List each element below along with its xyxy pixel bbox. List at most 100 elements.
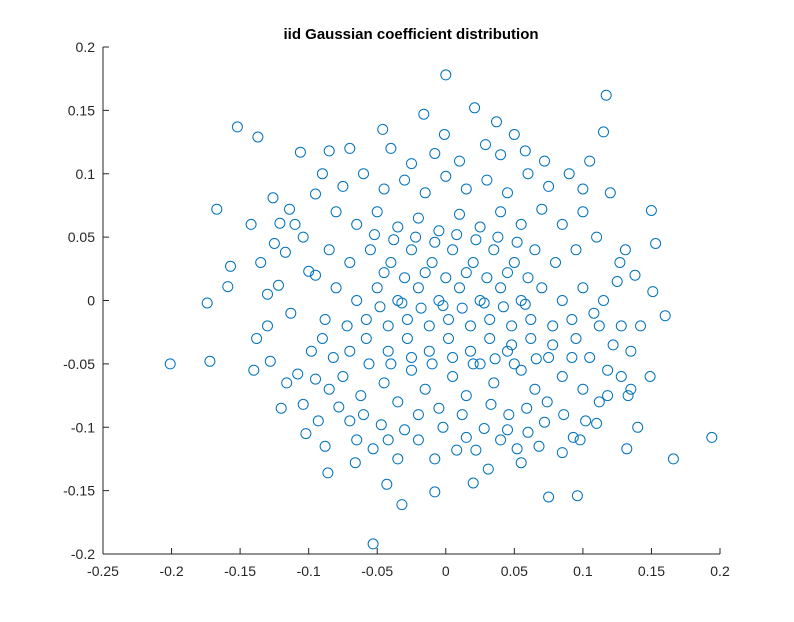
data-point [625,345,637,357]
data-point [447,244,459,256]
data-point [310,269,321,281]
data-point [367,443,379,455]
data-point [429,486,441,498]
data-point [433,402,445,414]
data-point [502,424,513,436]
data-point [385,358,397,370]
data-point [204,355,216,367]
data-point [460,183,472,195]
data-point [481,174,493,186]
data-point [566,352,578,363]
data-point [399,424,411,436]
x-tick-label: -0.15 [224,563,256,579]
data-point [360,314,372,325]
data-point [508,129,520,140]
data-point [262,320,273,332]
y-tick-label: -0.1 [71,419,95,435]
data-point [521,402,533,414]
data-point [433,225,445,237]
data-point [536,203,548,215]
data-point [570,333,582,344]
data-point [495,149,507,161]
data-point [607,339,619,351]
data-point [465,320,476,332]
data-point [591,231,603,243]
data-point [419,383,431,395]
data-point [615,320,627,332]
data-point [360,333,372,344]
data-point [327,352,339,363]
data-point [330,282,342,294]
data-point [543,180,555,192]
data-point [667,453,679,465]
data-point [497,301,509,313]
data-point [622,390,634,402]
data-point [351,295,363,306]
data-point [647,286,659,298]
data-point [547,320,559,332]
data-point [529,383,541,395]
y-tick-label: -0.15 [63,483,95,499]
data-point [399,174,411,186]
data-point [566,314,578,325]
data-point [484,314,496,325]
data-point [385,257,397,268]
data-point [367,538,379,550]
data-point [323,145,335,157]
data-point [488,244,500,256]
data-point [333,401,345,413]
data-point [406,244,417,256]
data-point [252,131,264,143]
data-point [344,345,356,357]
data-point [412,212,424,224]
data-point [454,208,465,220]
data-point [460,267,472,279]
data-point [375,419,387,431]
data-point [467,477,479,489]
data-point [629,269,641,281]
data-point [351,218,363,230]
data-point [593,396,605,408]
data-point [437,421,449,433]
data-point [467,257,479,268]
data-point [650,238,662,249]
data-point [536,282,548,294]
data-point [231,121,243,133]
data-point [488,377,500,389]
data-point [251,333,263,344]
data-point [440,69,452,81]
x-tick-label: -0.2 [159,563,183,579]
x-tick-label: 0.2 [710,563,730,579]
data-point [440,272,452,284]
data-point [419,267,431,279]
y-tick-label: 0.1 [76,166,96,182]
data-point [294,146,306,158]
data-point [615,371,627,382]
data-point [447,371,459,382]
data-point [410,231,422,243]
data-point [378,377,390,389]
data-point [451,444,463,456]
y-tick-label: 0.05 [68,229,95,245]
data-point [412,282,424,294]
x-tick-label: 0 [442,563,450,579]
data-point [437,300,449,312]
data-point [351,434,363,446]
data-point [574,434,586,446]
data-point [303,265,315,277]
data-point [659,310,671,322]
data-point [382,345,394,357]
data-point [474,358,486,370]
data-point [593,320,605,332]
data-point [364,244,376,256]
data-point [297,231,309,243]
data-point [319,440,331,452]
data-point [478,297,490,309]
data-point [598,126,609,138]
data-point [508,257,520,268]
x-tick-label: 0.1 [573,563,593,579]
data-point [451,229,463,241]
data-point [556,371,568,382]
x-tick-label: -0.05 [361,563,393,579]
